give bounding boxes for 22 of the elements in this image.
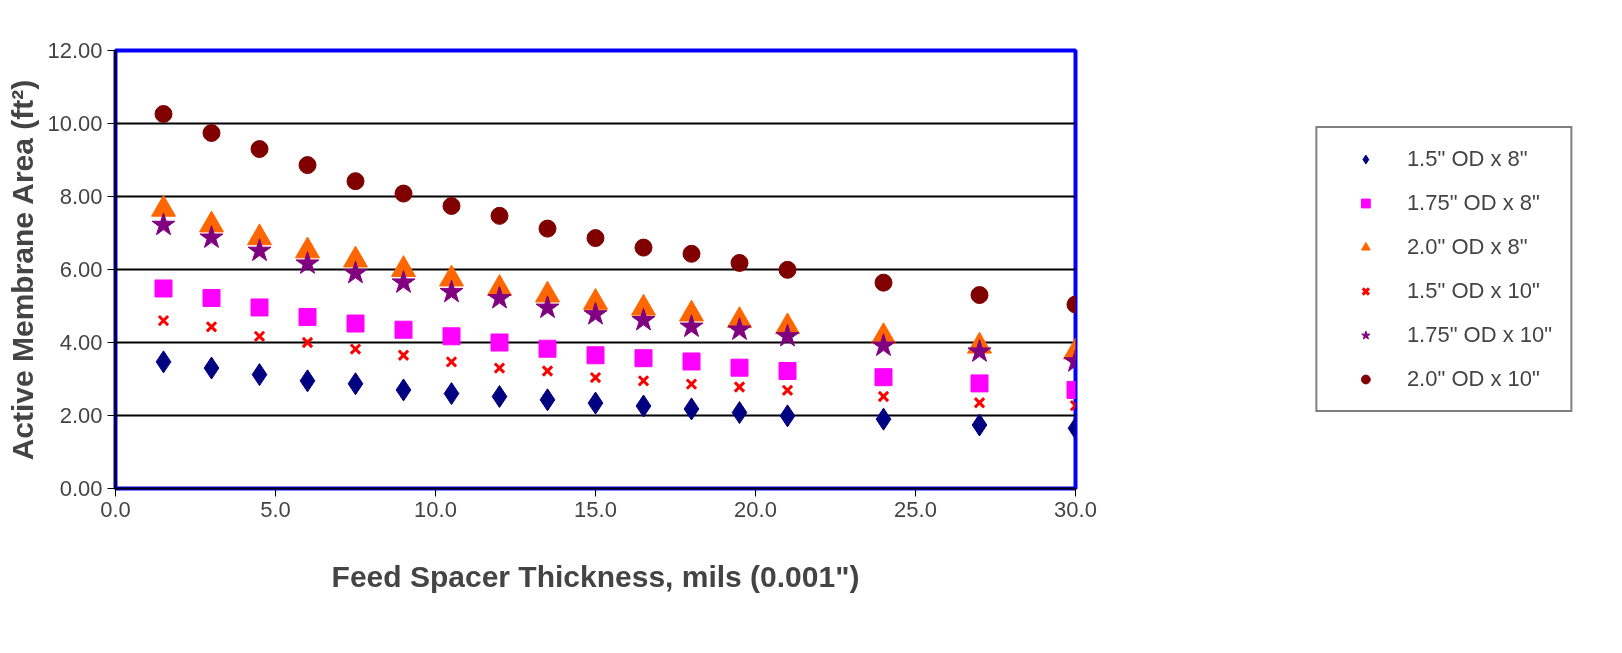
y-tick-label: 0.00 xyxy=(59,476,103,501)
legend-label: 1.75" OD x 8" xyxy=(1406,190,1540,216)
x-tick-label: 0.0 xyxy=(100,496,131,522)
x-tick-label: 10.0 xyxy=(414,496,457,522)
x-tick-label: 15.0 xyxy=(574,496,617,522)
x-axis-title: Feed Spacer Thickness, mils (0.001") xyxy=(331,559,860,593)
y-tick-label: 6.00 xyxy=(59,257,103,282)
y-tick-label: 8.00 xyxy=(59,184,103,209)
y-tick-label: 10.00 xyxy=(47,111,103,136)
legend-label: 1.5" OD x 10" xyxy=(1406,278,1540,304)
x-tick-label: 30.0 xyxy=(1054,496,1097,522)
y-tick-label: 2.00 xyxy=(59,403,103,428)
legend-label: 2.0" OD x 8" xyxy=(1406,234,1528,260)
legend-label: 1.5" OD x 8" xyxy=(1406,146,1528,172)
y-tick-label: 4.00 xyxy=(59,330,103,355)
legend-label: 2.0" OD x 10" xyxy=(1406,366,1540,392)
x-tick-label: 20.0 xyxy=(734,496,777,522)
y-tick-label: 12.00 xyxy=(47,38,103,63)
x-tick-label: 5.0 xyxy=(260,496,291,522)
x-tick-label: 25.0 xyxy=(894,496,937,522)
y-axis-title: Active Membrane Area (ft²) xyxy=(6,79,40,461)
legend-label: 1.75" OD x 10" xyxy=(1406,322,1553,348)
